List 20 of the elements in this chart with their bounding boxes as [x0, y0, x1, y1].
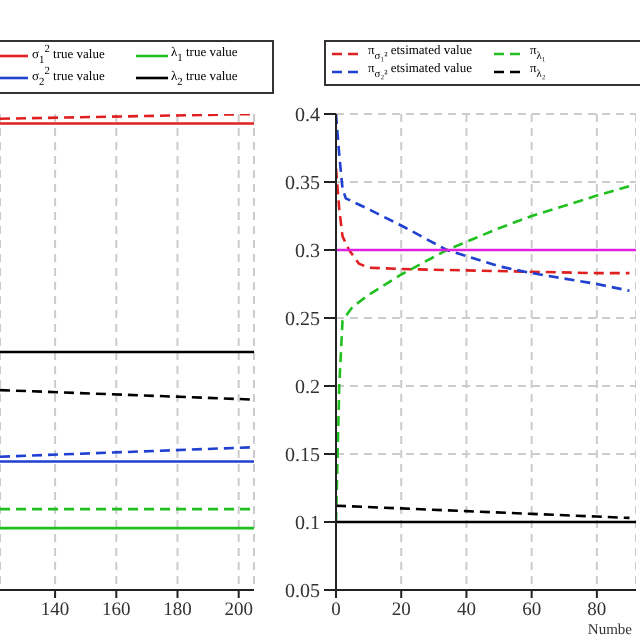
x-tick-label: 80 [587, 601, 607, 622]
x-tick-label: 0 [331, 601, 342, 622]
line-series [336, 504, 631, 520]
y-tick-label: 0.25 [285, 309, 320, 332]
x-tick-label: 160 [102, 601, 132, 622]
y-tick-label: 0.15 [285, 445, 320, 468]
y-tick-label: 0.05 [285, 581, 320, 604]
line-series [336, 167, 631, 275]
line-series [336, 114, 631, 293]
y-tick-label: 0.3 [295, 241, 320, 264]
y-tick-label: 0.2 [295, 377, 320, 400]
x-tick-label: 180 [163, 601, 193, 622]
x-tick-label: 200 [224, 601, 254, 622]
y-tick-label: 0.35 [285, 173, 320, 196]
y-tick-label: 0.1 [295, 513, 320, 536]
y-tick-label: 0.4 [295, 105, 320, 128]
x-tick-label: 40 [456, 601, 477, 622]
x-tick-label: 60 [522, 601, 542, 622]
x-tick-label: 20 [391, 601, 412, 622]
x-tick-label: 140 [40, 601, 70, 622]
